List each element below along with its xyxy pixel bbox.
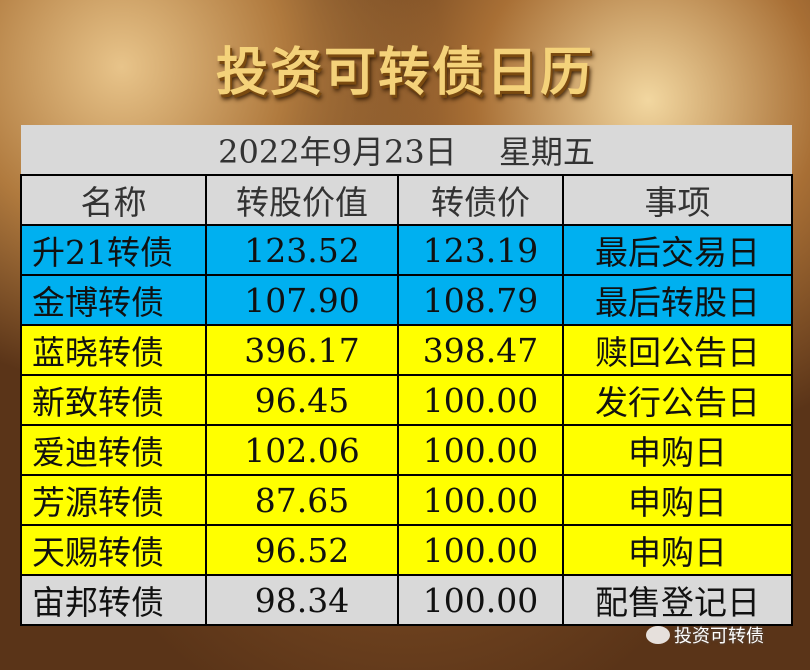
cell-event: 申购日 <box>561 474 794 526</box>
cell-name: 爱迪转债 <box>20 424 207 476</box>
header-price: 转债价 <box>397 174 564 226</box>
cell-name: 金博转债 <box>20 274 207 326</box>
header-name: 名称 <box>20 174 207 226</box>
cell-name: 新致转债 <box>20 374 207 426</box>
cell-conv-value: 396.17 <box>205 324 399 376</box>
cell-name: 升21转债 <box>20 224 207 276</box>
table-row: 爱迪转债 102.06 100.00 申购日 <box>20 424 794 476</box>
cell-conv-value: 107.90 <box>205 274 399 326</box>
page-title: 投资可转债日历 <box>215 43 594 103</box>
cell-name: 宙邦转债 <box>20 574 207 626</box>
wechat-icon <box>646 626 670 644</box>
cell-event: 发行公告日 <box>561 374 794 426</box>
cell-price: 398.47 <box>397 324 564 376</box>
table-row: 金博转债 107.90 108.79 最后转股日 <box>20 274 794 326</box>
cell-event: 申购日 <box>561 424 794 476</box>
cell-price: 100.00 <box>397 524 564 576</box>
watermark-text: 投资可转债 <box>674 626 764 647</box>
date-line: 2022年9月23日 星期五 <box>21 125 793 176</box>
cell-event: 赎回公告日 <box>561 324 794 376</box>
table-row: 芳源转债 87.65 100.00 申购日 <box>20 474 794 526</box>
cell-price: 100.00 <box>397 574 564 626</box>
cell-event: 最后交易日 <box>561 224 794 276</box>
table-row: 升21转债 123.52 123.19 最后交易日 <box>20 224 794 276</box>
cell-conv-value: 123.52 <box>205 224 399 276</box>
cell-conv-value: 102.06 <box>205 424 399 476</box>
cell-conv-value: 96.52 <box>205 524 399 576</box>
cell-name: 芳源转债 <box>20 474 207 526</box>
watermark: 投资可转债 <box>646 622 764 648</box>
table-row: 宙邦转债 98.34 100.00 配售登记日 <box>20 574 794 626</box>
cell-price: 100.00 <box>397 374 564 426</box>
table-row: 新致转债 96.45 100.00 发行公告日 <box>20 374 794 426</box>
cell-conv-value: 98.34 <box>205 574 399 626</box>
header-conv-value: 转股价值 <box>205 174 399 226</box>
cell-name: 天赐转债 <box>20 524 207 576</box>
cell-price: 108.79 <box>397 274 564 326</box>
cell-event: 申购日 <box>561 524 794 576</box>
cell-conv-value: 96.45 <box>205 374 399 426</box>
calendar-table: 2022年9月23日 星期五 名称 转股价值 转债价 事项 升21转债 123.5… <box>20 125 794 626</box>
cell-event: 配售登记日 <box>561 574 794 626</box>
table-row: 天赐转债 96.52 100.00 申购日 <box>20 524 794 576</box>
cell-name: 蓝晓转债 <box>20 324 207 376</box>
cell-conv-value: 87.65 <box>205 474 399 526</box>
header-event: 事项 <box>561 174 794 226</box>
cell-event: 最后转股日 <box>561 274 794 326</box>
cell-price: 100.00 <box>397 474 564 526</box>
cell-price: 123.19 <box>397 224 564 276</box>
table-row: 蓝晓转债 396.17 398.47 赎回公告日 <box>20 324 794 376</box>
cell-price: 100.00 <box>397 424 564 476</box>
